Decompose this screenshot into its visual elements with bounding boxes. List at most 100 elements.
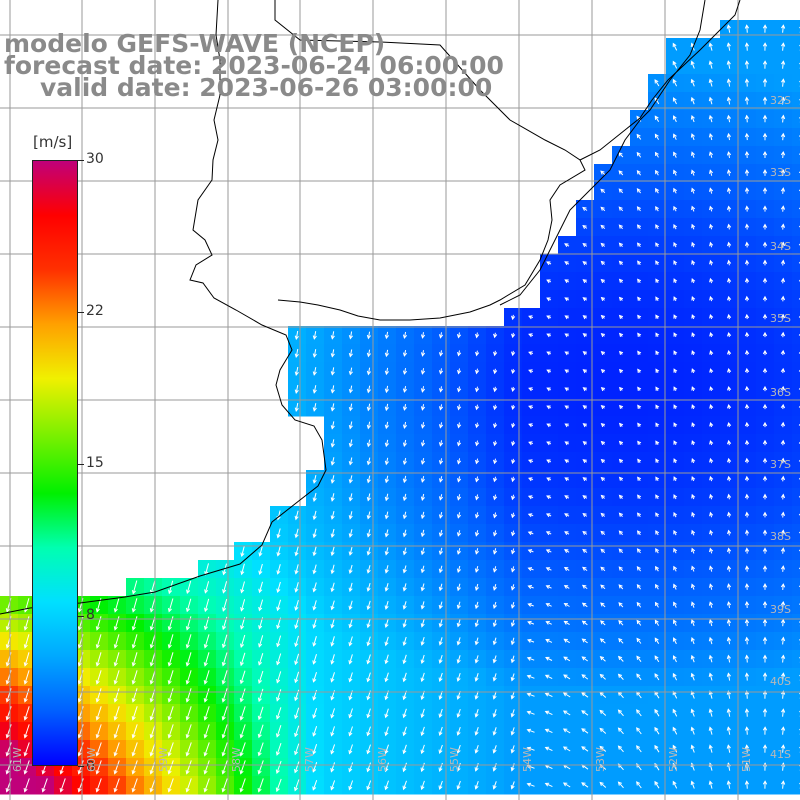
wind-arrow-head [563,602,569,607]
wind-arrow-head [475,423,480,429]
wind-arrow [277,581,281,593]
wind-arrow-head [222,607,227,612]
wind-arrow [331,618,335,628]
wind-arrow-head [780,475,786,481]
wind-arrow-head [744,780,750,785]
wind-arrow [313,510,317,520]
wind-arrow-head [673,296,678,301]
wind-arrow-head [167,734,172,739]
wind-arrow [240,652,246,666]
wind-arrow-head [780,780,786,785]
wind-arrow-head [545,621,550,625]
wind-arrow-head [510,640,515,646]
wind-arrow-head [599,745,604,750]
wind-arrow-head [708,601,714,606]
wind-arrow [385,708,389,718]
wind-arrow-head [438,352,444,357]
wind-arrow-head [511,441,516,447]
wind-arrow-head [168,589,173,595]
wind-arrow-head [655,242,660,247]
wind-arrow-head [257,697,262,703]
wind-arrow-head [690,133,695,138]
wind-arrow [385,547,389,555]
wind-arrow-head [762,439,768,445]
wind-arrow [312,780,318,790]
wind-arrow [349,654,353,664]
wind-arrow-head [564,243,569,248]
wind-arrow [421,780,425,790]
wind-arrow [475,763,479,771]
wind-arrow-head [384,496,389,502]
wind-arrow [132,670,138,684]
wind-arrow-head [475,441,480,447]
wind-arrow-head [636,224,642,229]
wind-arrow [367,726,371,736]
wind-arrow [331,708,335,718]
wind-arrow [493,619,497,627]
wind-arrow-head [762,187,768,192]
wind-arrow-head [384,370,389,376]
wind-arrow-head [545,531,551,536]
wind-arrow-head [673,565,677,571]
wind-arrow [186,706,192,720]
wind-arrow-head [511,315,516,321]
wind-arrow-head [510,749,515,754]
wind-arrow [403,601,407,609]
wind-arrow-head [762,349,768,355]
wind-cell [792,722,800,741]
wind-arrow-head [438,514,443,519]
wind-arrow-head [113,752,118,757]
wind-arrow [186,724,192,738]
wind-arrow-head [780,331,786,337]
wind-arrow-head [727,259,732,265]
wind-arrow [493,691,497,699]
wind-arrow-head [581,620,587,625]
wind-arrow-head [474,640,479,646]
wind-arrow-head [655,314,660,319]
wind-arrow-head [5,608,10,613]
wind-arrow-head [348,533,353,538]
wind-arrow-head [420,586,425,592]
wind-arrow-head [402,388,408,393]
wind-arrow-head [727,457,732,463]
wind-arrow-head [691,350,696,355]
wind-arrow [276,653,282,665]
wind-arrow [168,724,174,738]
wind-arrow-head [457,478,462,483]
wind-arrow-head [366,551,371,556]
wind-arrow [709,43,713,51]
wind-arrow-head [762,475,768,481]
wind-arrow-head [330,389,335,394]
wind-arrow-head [239,679,244,685]
wind-arrow [385,421,389,429]
wind-arrow-head [131,788,136,793]
wind-arrow-head [402,605,407,610]
wind-arrow-head [294,551,299,557]
wind-arrow-head [492,604,497,610]
wind-arrow-head [366,352,371,358]
wind-arrow-head [762,672,768,677]
wind-arrow-head [492,785,497,790]
wind-arrow-head [726,60,731,65]
wind-arrow [545,764,553,770]
wind-arrow-head [384,587,389,592]
lon-label-51w: 51W [740,747,753,772]
wind-arrow [672,781,678,789]
wind-cell [792,740,800,759]
wind-arrow-head [330,678,335,683]
wind-arrow [600,674,606,680]
wind-arrow-head [330,732,335,737]
wind-arrow-head [493,477,498,483]
wind-arrow-head [402,334,408,340]
wind-arrow-head [438,334,444,339]
wind-arrow [403,636,407,646]
wind-arrow-head [636,530,642,535]
wind-arrow-head [637,476,642,481]
wind-arrow-head [23,788,28,793]
wind-arrow [439,637,443,645]
wind-arrow-head [744,565,750,570]
wind-arrow [24,688,30,702]
wind-arrow [295,582,299,592]
wind-arrow-head [5,716,10,721]
wind-arrow-head [709,529,714,535]
